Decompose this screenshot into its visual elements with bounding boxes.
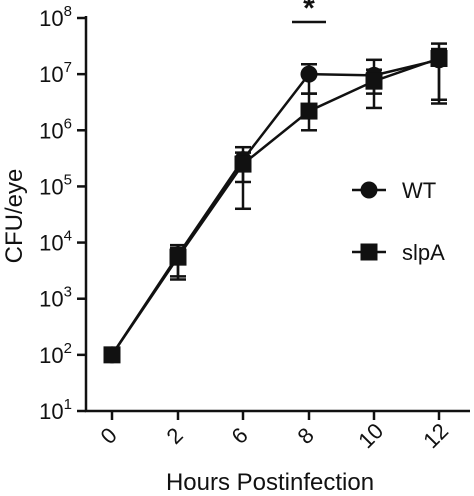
- y-tick-label-exponent: 5: [64, 171, 72, 188]
- legend: WT slpA: [352, 178, 445, 265]
- x-tick-label: 12: [418, 418, 453, 453]
- y-tick-label: 103: [39, 284, 72, 312]
- x-tick-label: 10: [353, 418, 388, 453]
- y-tick-label: 108: [39, 3, 72, 31]
- y-tick-label: 104: [39, 228, 72, 256]
- legend-label-wt: WT: [402, 178, 436, 203]
- legend-label-slpa: slpA: [402, 240, 445, 265]
- y-tick-label: 107: [39, 59, 72, 87]
- significance-annotation: *: [292, 0, 326, 25]
- y-tick-label: 101: [39, 396, 72, 424]
- y-tick-label: 106: [39, 115, 72, 143]
- series-line-slpa: [110, 57, 440, 356]
- axes: [84, 16, 470, 413]
- y-tick-label-exponent: 4: [64, 228, 72, 245]
- y-tick-label-base: 10: [39, 6, 63, 31]
- data-markers: [103, 49, 448, 364]
- axis-lines: [84, 16, 470, 413]
- y-tick-label-exponent: 7: [64, 59, 72, 76]
- legend-marker-wt: [360, 181, 378, 199]
- data-point-slpa: [169, 248, 187, 266]
- x-tick-label: 0: [96, 423, 122, 449]
- y-tick-label-base: 10: [39, 62, 63, 87]
- data-point-wt: [300, 65, 318, 83]
- data-point-slpa: [365, 72, 383, 90]
- x-tick-label: 6: [227, 423, 253, 449]
- y-tick-label-base: 10: [39, 343, 63, 368]
- y-tick-label-exponent: 2: [64, 340, 72, 357]
- data-point-slpa: [103, 346, 121, 364]
- x-tick-label: 2: [162, 423, 188, 449]
- significance-star: *: [303, 0, 315, 25]
- x-axis-title: Hours Postinfection: [166, 469, 374, 496]
- y-tick-label-base: 10: [39, 174, 63, 199]
- data-point-slpa: [300, 102, 318, 120]
- y-tick-label-exponent: 8: [64, 3, 72, 20]
- y-tick-label-base: 10: [39, 399, 63, 424]
- x-axis-ticks: 0 2 6 8 10 12: [96, 411, 453, 453]
- y-tick-label-exponent: 1: [64, 396, 72, 413]
- y-tick-label-exponent: 3: [64, 284, 72, 301]
- data-point-slpa: [430, 49, 448, 67]
- y-tick-label-base: 10: [39, 287, 63, 312]
- data-point-slpa: [234, 155, 252, 173]
- series-lines: [110, 57, 440, 356]
- y-tick-label-base: 10: [39, 231, 63, 256]
- y-tick-label-exponent: 6: [64, 115, 72, 132]
- y-tick-label: 102: [39, 340, 72, 368]
- y-tick-label: 105: [39, 171, 72, 199]
- y-axis-title: CFU/eye: [1, 169, 28, 264]
- y-tick-label-base: 10: [39, 118, 63, 143]
- legend-marker-slpa: [360, 243, 378, 261]
- x-tick-label: 8: [293, 423, 319, 449]
- series-line-wt: [110, 58, 440, 356]
